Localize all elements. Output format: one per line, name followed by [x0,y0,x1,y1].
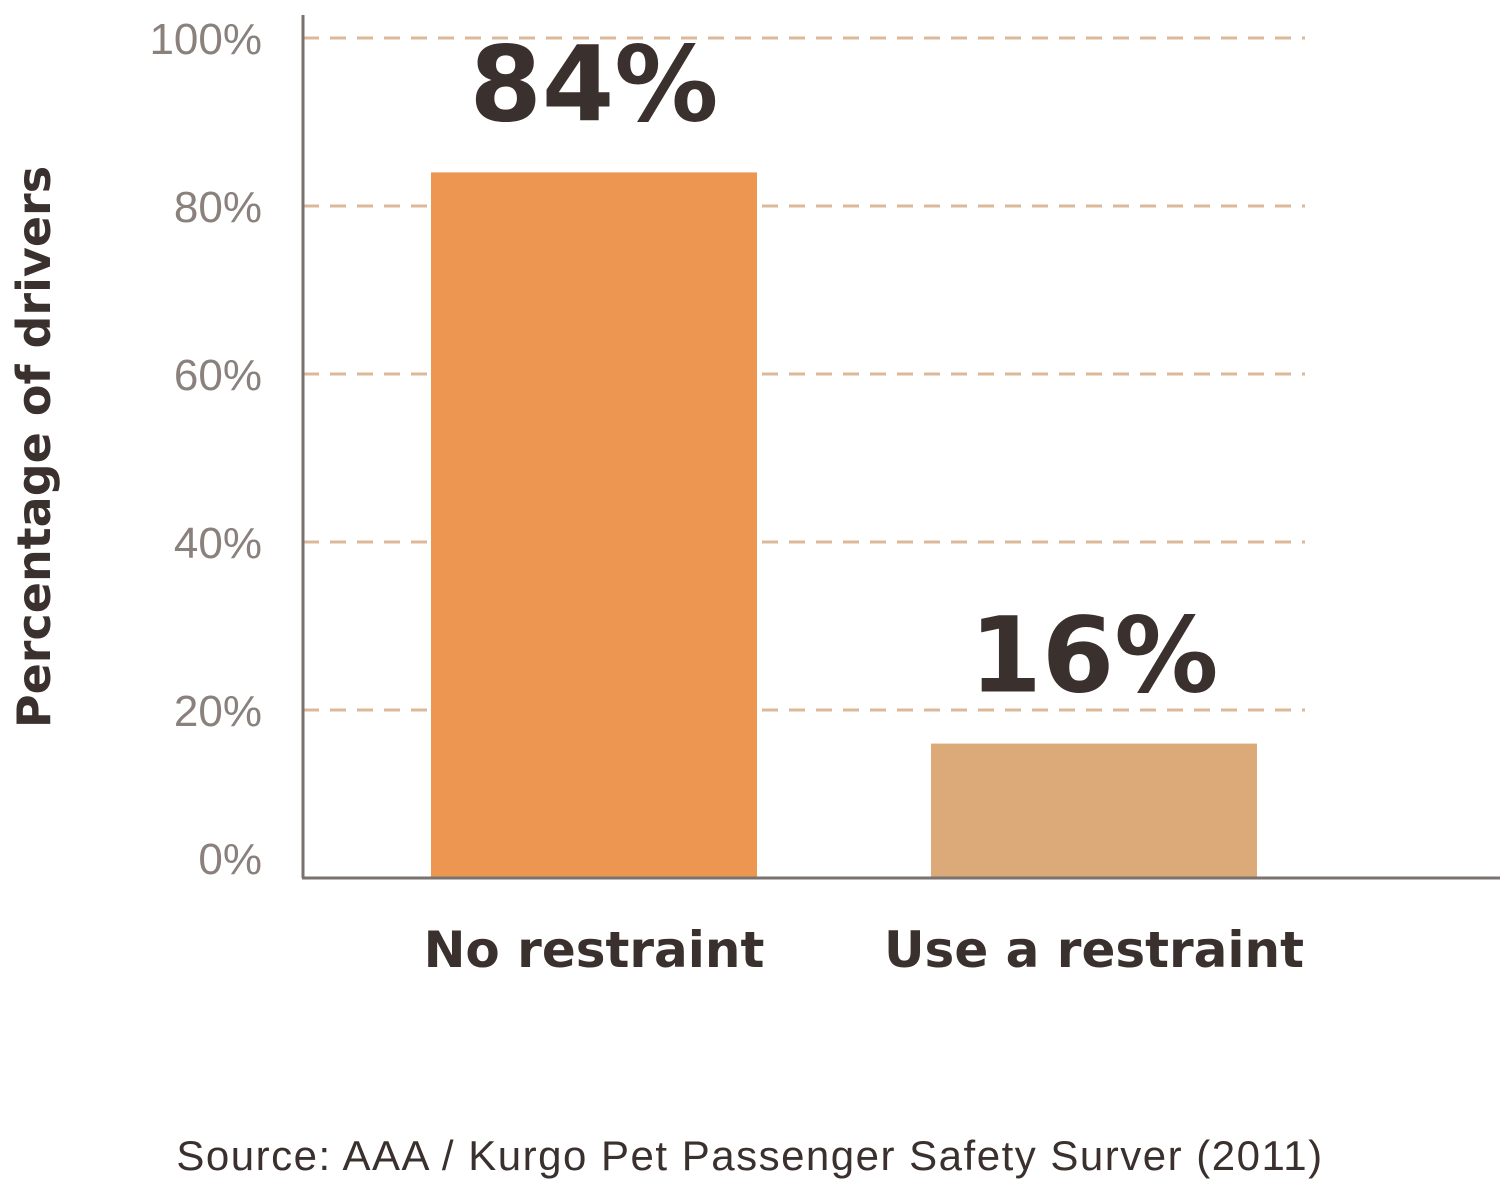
y-tick-label: 20% [174,687,262,736]
y-axis-title: Percentage of drivers [7,166,61,728]
category-label: No restraint [424,921,765,979]
y-tick-labels: 0% 20% 40% 60% 80% 100% [149,15,262,884]
bar [931,743,1257,878]
x-category-labels: No restraint Use a restraint [424,921,1304,979]
value-labels: 84% 16% [470,23,1219,716]
category-label: Use a restraint [884,921,1304,979]
y-tick-label: 60% [174,351,262,400]
axes [301,15,1500,880]
source-note: Source: AAA / Kurgo Pet Passenger Safety… [176,1132,1323,1179]
bar [431,172,757,878]
value-label: 84% [470,23,719,145]
bars [431,172,1257,878]
y-tick-label: 80% [174,183,262,232]
y-tick-label: 100% [149,15,262,64]
y-tick-label: 40% [174,519,262,568]
value-label: 16% [970,595,1219,717]
y-tick-label: 0% [198,835,262,884]
